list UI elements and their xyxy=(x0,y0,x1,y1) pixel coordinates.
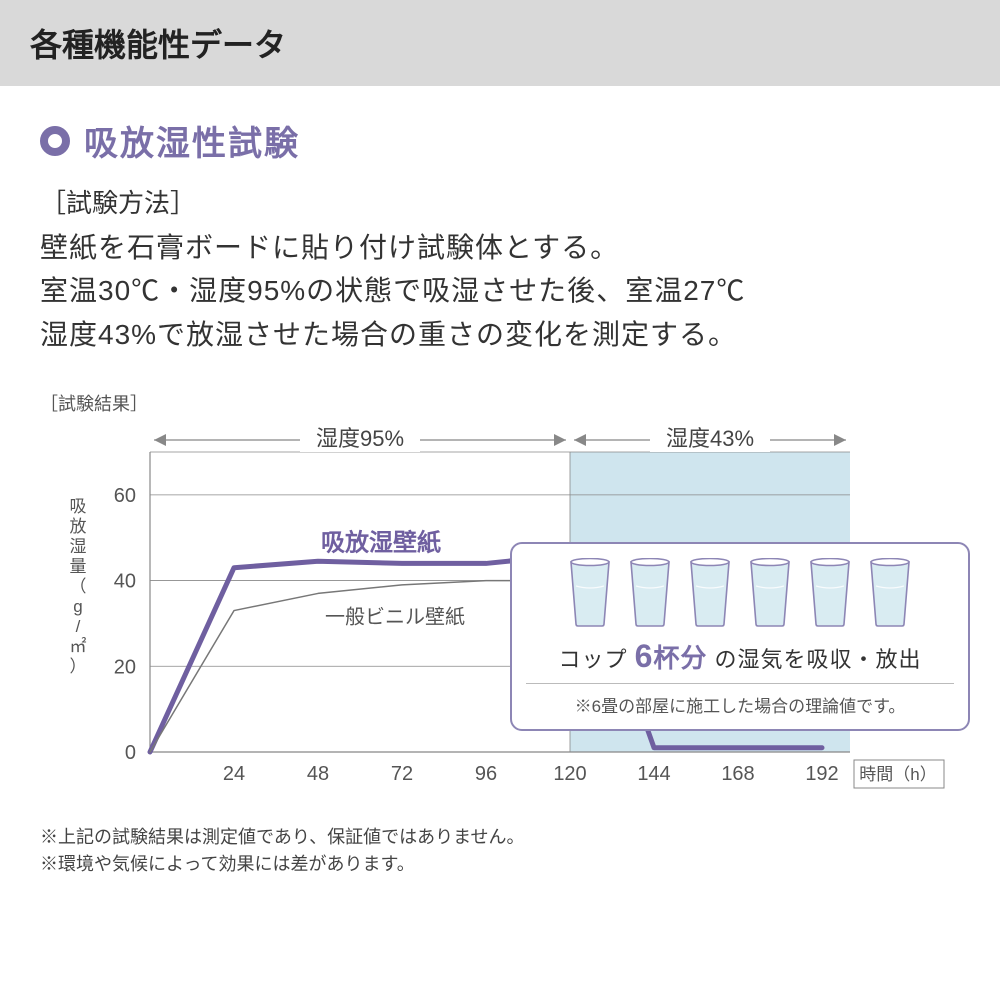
callout-line2: ※6畳の部屋に施工した場合の理論値です。 xyxy=(526,692,954,717)
svg-text:24: 24 xyxy=(223,763,245,785)
svg-text:/: / xyxy=(76,617,81,636)
method-text-3: 湿度43%で放湿させた場合の重さの変化を測定する。 xyxy=(40,313,960,356)
svg-text:湿度95%: 湿度95% xyxy=(316,426,404,451)
svg-text:120: 120 xyxy=(553,763,586,785)
svg-text:60: 60 xyxy=(114,485,136,507)
cup-icon xyxy=(805,558,855,628)
callout-post: の湿気を吸収・放出 xyxy=(715,647,922,672)
svg-text:㎡: ㎡ xyxy=(70,637,87,656)
svg-text:吸: 吸 xyxy=(70,497,87,516)
content: 吸放湿性試験 ［試験方法］ 壁紙を石膏ボードに貼り付け試験体とする。 室温30℃… xyxy=(0,86,1000,878)
callout-pre: コップ xyxy=(558,647,627,672)
callout-num: 6 xyxy=(635,638,654,674)
svg-text:湿度43%: 湿度43% xyxy=(666,426,754,451)
method-text-2: 室温30℃・湿度95%の状態で吸湿させた後、室温27℃ xyxy=(40,269,960,312)
callout-line1: コップ 6杯分 の湿気を吸収・放出 xyxy=(526,638,954,675)
svg-text:g: g xyxy=(73,597,82,616)
cup-icon xyxy=(685,558,735,628)
svg-text:）: ） xyxy=(70,657,87,676)
section-title-row: 吸放湿性試験 xyxy=(40,116,960,165)
svg-text:0: 0 xyxy=(125,742,136,764)
cup-icon xyxy=(865,558,915,628)
callout-box: コップ 6杯分 の湿気を吸収・放出 ※6畳の部屋に施工した場合の理論値です。 xyxy=(510,542,970,731)
footnotes: ※上記の試験結果は測定値であり、保証値ではありません。 ※環境や気候によって効果… xyxy=(40,824,960,878)
header-bar: 各種機能性データ xyxy=(0,0,1000,86)
bullet-icon xyxy=(40,126,70,156)
svg-text:時間（h）: 時間（h） xyxy=(859,765,936,784)
cups-row xyxy=(526,558,954,628)
svg-text:量: 量 xyxy=(70,557,87,576)
svg-text:48: 48 xyxy=(307,763,329,785)
cup-icon xyxy=(565,558,615,628)
callout-mid: 杯分 xyxy=(653,643,707,673)
method-label: ［試験方法］ xyxy=(40,183,960,220)
callout-divider xyxy=(526,683,954,684)
chart-container: 0 20 40 60 吸放湿量（g/㎡） 24 48 72 96 120 144 168 192 時間（h… xyxy=(40,422,960,812)
header-title: 各種機能性データ xyxy=(30,27,286,63)
svg-text:192: 192 xyxy=(805,763,838,785)
svg-text:168: 168 xyxy=(721,763,754,785)
result-label: ［試験結果］ xyxy=(40,390,960,416)
cup-icon xyxy=(745,558,795,628)
svg-text:40: 40 xyxy=(114,571,136,593)
svg-text:144: 144 xyxy=(637,763,670,785)
section-title: 吸放湿性試験 xyxy=(84,116,300,165)
svg-text:72: 72 xyxy=(391,763,413,785)
svg-text:放: 放 xyxy=(70,517,87,536)
svg-text:湿: 湿 xyxy=(70,537,87,556)
svg-text:（: （ xyxy=(70,577,87,596)
method-text-1: 壁紙を石膏ボードに貼り付け試験体とする。 xyxy=(40,226,960,269)
svg-text:20: 20 xyxy=(114,656,136,678)
footnote-2: ※環境や気候によって効果には差があります。 xyxy=(40,851,960,878)
footnote-1: ※上記の試験結果は測定値であり、保証値ではありません。 xyxy=(40,824,960,851)
svg-text:96: 96 xyxy=(475,763,497,785)
cup-icon xyxy=(625,558,675,628)
svg-text:一般ビニル壁紙: 一般ビニル壁紙 xyxy=(325,606,465,629)
svg-text:吸放湿壁紙: 吸放湿壁紙 xyxy=(321,529,441,557)
